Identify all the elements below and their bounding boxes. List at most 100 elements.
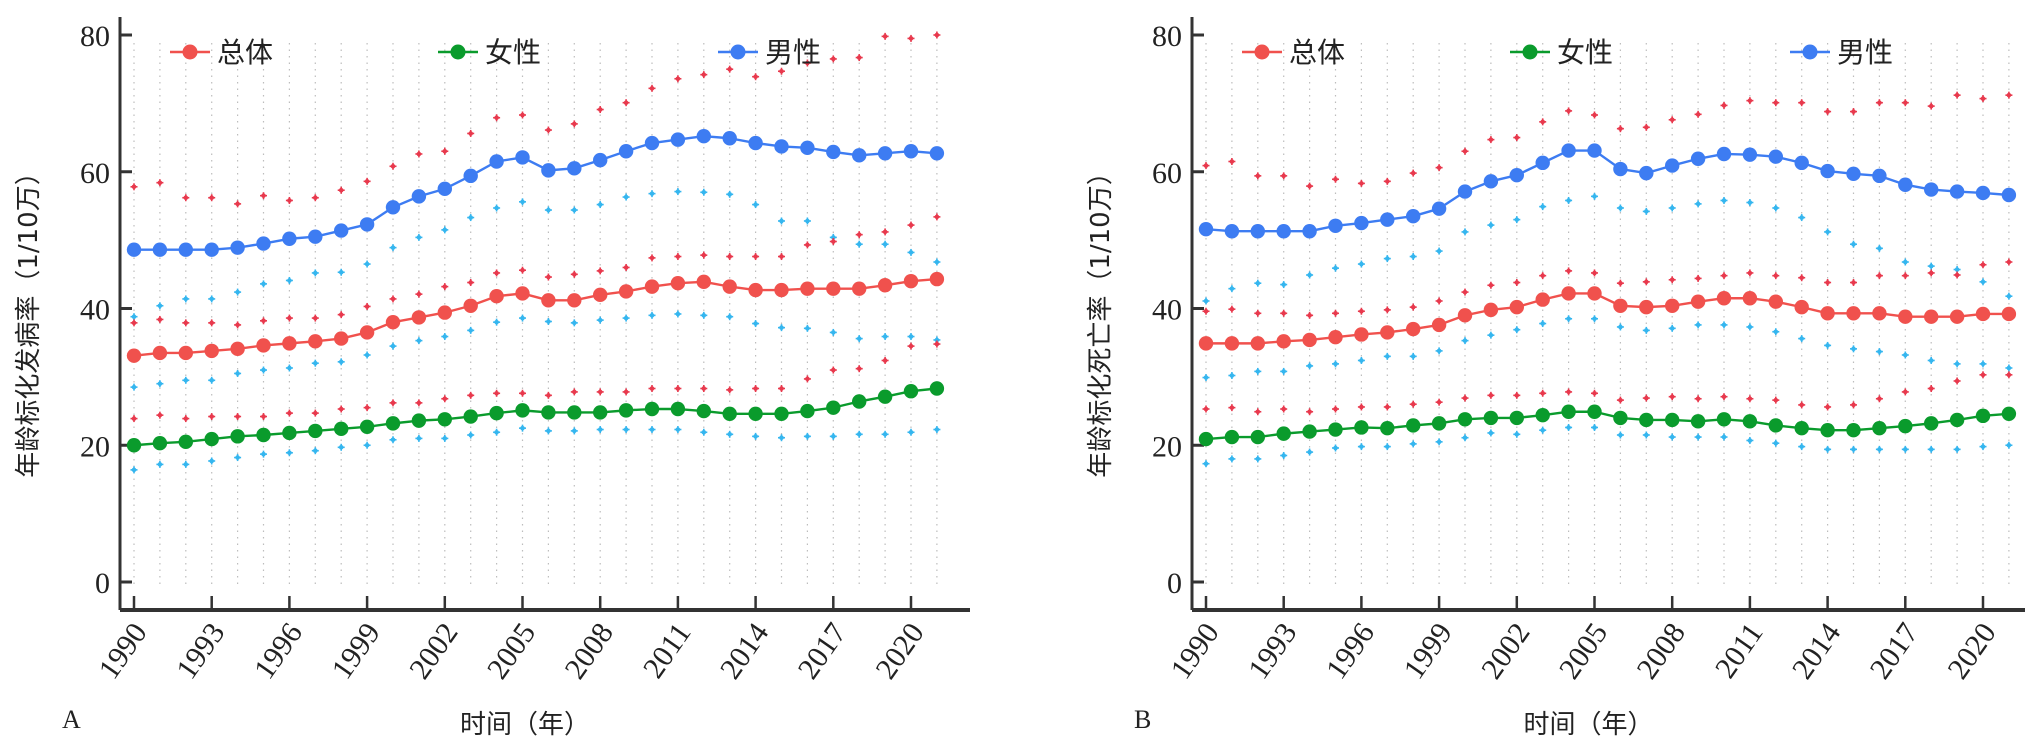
uncertainty-mark <box>1720 321 1728 329</box>
data-point <box>256 427 271 443</box>
data-point <box>929 381 945 396</box>
uncertainty-mark-dot <box>235 322 240 328</box>
uncertainty-mark-dot <box>1281 173 1286 179</box>
uncertainty-mark <box>700 188 708 196</box>
uncertainty-mark <box>493 428 501 436</box>
uncertainty-mark <box>441 434 449 442</box>
data-point <box>644 279 660 294</box>
uncertainty-mark-dot <box>520 390 525 396</box>
uncertainty-mark <box>1280 281 1288 289</box>
uncertainty-mark-dot <box>1592 270 1597 276</box>
uncertainty-mark <box>855 231 863 239</box>
series-line <box>133 387 938 447</box>
uncertainty-mark-dot <box>1281 369 1286 374</box>
data-point <box>1354 215 1369 231</box>
uncertainty-mark-dot <box>805 434 810 439</box>
uncertainty-mark-dot <box>313 360 318 366</box>
uncertainty-mark <box>726 386 734 394</box>
uncertainty-mark <box>700 251 708 259</box>
uncertainty-mark-dot <box>1436 439 1442 445</box>
uncertainty-mark-dot <box>157 412 163 418</box>
data-point <box>1250 224 1266 239</box>
uncertainty-mark <box>855 54 863 62</box>
data-point <box>1872 306 1887 321</box>
uncertainty-mark-dot <box>1229 405 1235 410</box>
data-point <box>1820 163 1835 179</box>
uncertainty-mark-dot <box>364 179 370 184</box>
uncertainty-mark-dot <box>701 386 707 391</box>
data-point <box>1613 161 1628 177</box>
uncertainty-mark-dot <box>209 458 214 464</box>
uncertainty-mark <box>182 415 190 423</box>
uncertainty-mark <box>1228 455 1236 463</box>
uncertainty-mark <box>363 302 371 310</box>
uncertainty-mark <box>778 434 785 442</box>
legend-label: 女性 <box>485 36 541 69</box>
uncertainty-mark <box>130 319 138 327</box>
uncertainty-mark <box>1461 337 1469 345</box>
uncertainty-mark-dot <box>364 261 370 267</box>
uncertainty-mark-dot <box>753 254 758 259</box>
data-point <box>1457 308 1473 323</box>
uncertainty-mark <box>1591 315 1598 323</box>
uncertainty-mark-dot <box>597 268 603 274</box>
uncertainty-mark-dot <box>649 191 655 196</box>
uncertainty-mark <box>208 194 216 202</box>
uncertainty-mark <box>1798 274 1806 282</box>
data-point <box>126 348 142 363</box>
legend-label: 男性 <box>765 36 821 69</box>
uncertainty-mark-dot <box>1229 456 1235 462</box>
data-point <box>204 343 219 359</box>
uncertainty-mark <box>1616 204 1624 212</box>
data-point <box>826 144 841 160</box>
uncertainty-mark <box>519 314 526 322</box>
uncertainty-mark <box>1798 443 1806 451</box>
uncertainty-mark-dot <box>649 313 655 318</box>
uncertainty-mark <box>1539 272 1547 280</box>
uncertainty-mark <box>674 75 682 83</box>
uncertainty-mark-dot <box>1436 165 1442 170</box>
uncertainty-mark <box>467 431 475 439</box>
uncertainty-mark <box>260 366 267 374</box>
uncertainty-mark-dot <box>1618 324 1623 330</box>
data-point <box>1224 429 1240 445</box>
uncertainty-mark <box>1979 371 1987 379</box>
uncertainty-mark <box>1254 455 1262 463</box>
uncertainty-mark-dot <box>1410 254 1416 259</box>
legend-item: 男性 <box>718 36 821 69</box>
uncertainty-mark <box>441 283 449 291</box>
data-point <box>877 389 893 404</box>
uncertainty-mark-dot <box>1903 259 1908 265</box>
data-point <box>1431 416 1447 431</box>
uncertainty-mark <box>726 430 734 438</box>
data-point <box>541 163 556 178</box>
x-tick-label: 2008 <box>558 617 619 685</box>
data-point <box>774 139 789 154</box>
uncertainty-mark-dot <box>1618 280 1623 286</box>
uncertainty-mark-dot <box>468 432 474 438</box>
data-point <box>152 345 168 361</box>
uncertainty-mark-dot <box>1669 434 1675 440</box>
uncertainty-mark-dot <box>235 371 240 376</box>
uncertainty-mark <box>1772 396 1780 404</box>
data-point <box>308 334 323 349</box>
data-point <box>1665 158 1680 173</box>
data-point <box>1535 292 1550 307</box>
uncertainty-mark <box>1539 203 1547 211</box>
uncertainty-mark <box>1565 315 1573 323</box>
uncertainty-mark <box>1383 306 1391 314</box>
uncertainty-mark-dot <box>1695 434 1701 440</box>
uncertainty-mark-dot <box>1410 304 1416 310</box>
uncertainty-mark-dot <box>934 427 940 432</box>
uncertainty-mark-dot <box>131 384 137 390</box>
uncertainty-mark-dot <box>1799 444 1804 449</box>
uncertainty-mark <box>803 324 811 332</box>
uncertainty-mark-dot <box>494 429 499 435</box>
data-point <box>152 242 168 257</box>
data-point <box>1872 420 1887 436</box>
gridlines <box>133 43 938 584</box>
uncertainty-mark <box>752 384 760 392</box>
data-point <box>1587 286 1602 301</box>
data-point <box>230 341 245 357</box>
data-point <box>385 314 401 330</box>
